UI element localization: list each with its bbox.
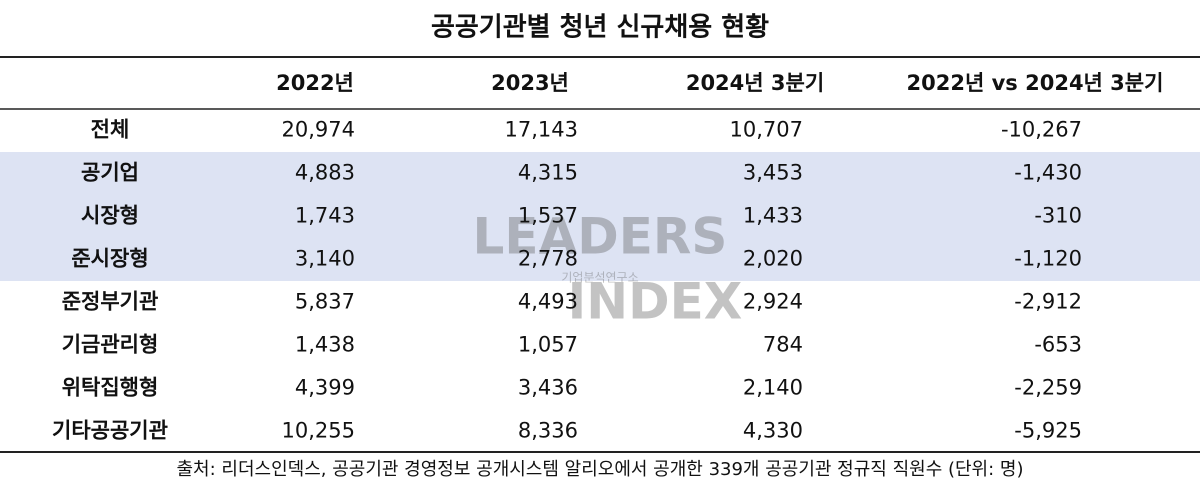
backgrounds [0, 152, 1200, 281]
cell: 2,778 [518, 247, 578, 271]
cell: 2,924 [743, 290, 803, 314]
cell: 784 [763, 333, 803, 357]
cell: -10,267 [1001, 118, 1082, 142]
cell: 3,140 [295, 247, 355, 271]
cell: -2,259 [1014, 376, 1082, 400]
cell: -1,430 [1014, 161, 1082, 185]
cell: -2,912 [1014, 290, 1082, 314]
watermark-text: INDEX [568, 273, 743, 331]
cell: 10,255 [282, 419, 355, 443]
column-header: 2024년 3분기 [686, 71, 824, 95]
column-header: 2022년 vs 2024년 3분기 [907, 71, 1164, 95]
column-header: 2023년 [491, 71, 569, 95]
row-label: 준시장형 [71, 247, 148, 271]
watermark-sub: 기업분석연구소 [561, 271, 638, 285]
title: 공공기관별 청년 신규채용 현황 [431, 13, 769, 43]
row-label: 기타공공기관 [52, 419, 168, 443]
cell: 1,057 [518, 333, 578, 357]
cell: 3,436 [518, 376, 578, 400]
cell: -653 [1034, 333, 1082, 357]
cell: 4,330 [743, 419, 803, 443]
row-highlight [0, 238, 1200, 281]
watermark-text: LEADERS [473, 208, 728, 266]
cell: 4,493 [518, 290, 578, 314]
cell: -310 [1034, 204, 1082, 228]
cell: 2,020 [743, 247, 803, 271]
cell: 3,453 [743, 161, 803, 185]
footer: 출처: 리더스인덱스, 공공기관 경영정보 공개시스템 알리오에서 공개한 33… [177, 459, 1024, 480]
row-label: 준정부기관 [62, 290, 159, 314]
cell: 4,883 [295, 161, 355, 185]
row-highlight [0, 152, 1200, 195]
cell: -5,925 [1014, 419, 1082, 443]
cell: 20,974 [282, 118, 355, 142]
cell: -1,120 [1014, 247, 1082, 271]
cell: 1,438 [295, 333, 355, 357]
cell: 5,837 [295, 290, 355, 314]
row-label: 공기업 [81, 161, 139, 185]
cell: 4,315 [518, 161, 578, 185]
cell: 2,140 [743, 376, 803, 400]
cell: 17,143 [505, 118, 578, 142]
row-label: 전체 [91, 118, 130, 142]
cell: 8,336 [518, 419, 578, 443]
cell: 4,399 [295, 376, 355, 400]
cell: 1,433 [743, 204, 803, 228]
row-label: 위탁집행형 [62, 376, 159, 400]
cell: 1,743 [295, 204, 355, 228]
row-label: 시장형 [81, 204, 139, 228]
row-highlight [0, 195, 1200, 238]
cell: 1,537 [518, 204, 578, 228]
cell: 10,707 [730, 118, 803, 142]
column-header: 2022년 [276, 71, 354, 95]
row-label: 기금관리형 [62, 333, 159, 357]
watermark: LEADERS 기업분석연구소 INDEX [473, 208, 743, 331]
